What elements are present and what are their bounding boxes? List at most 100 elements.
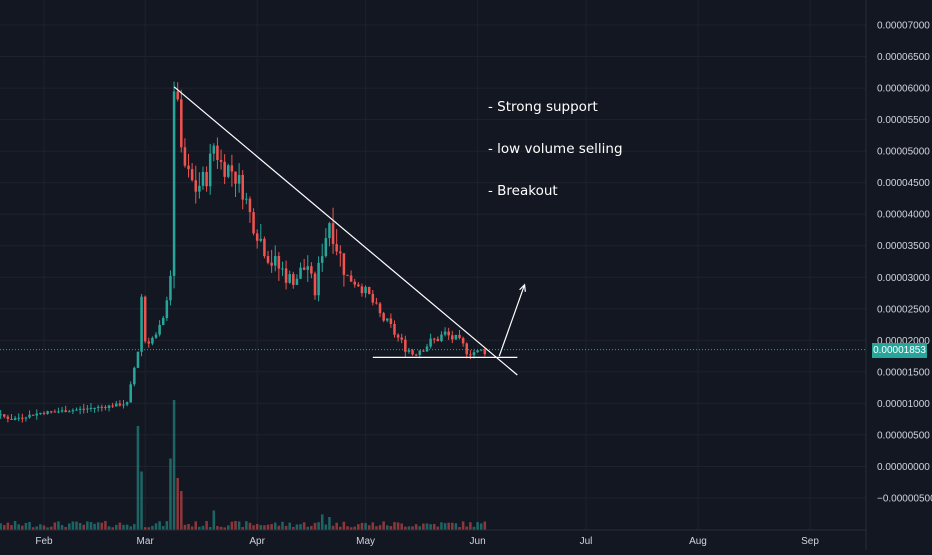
volume-bar [353, 526, 357, 530]
volume-bar [172, 400, 176, 530]
candle-body [125, 402, 129, 405]
volume-bar [198, 526, 201, 530]
candle-body [104, 406, 107, 408]
annotation-line-2: - low volume selling [488, 141, 623, 157]
candle-body [476, 350, 479, 353]
candle-body [472, 352, 476, 356]
candle-body [396, 334, 400, 338]
candle-body [277, 256, 281, 269]
candle-body [237, 174, 241, 184]
candle-body [183, 147, 187, 166]
volume-bar [436, 526, 440, 530]
volume-bar [382, 521, 385, 530]
volume-bar [425, 523, 429, 530]
volume-bar [24, 522, 28, 530]
candle-body [458, 334, 461, 339]
candle-body [281, 268, 284, 270]
volume-bar [310, 525, 313, 530]
candle-body [140, 296, 143, 352]
volume-bar [39, 524, 42, 530]
volume-bar [331, 525, 335, 530]
candle-body [295, 278, 299, 285]
volume-bar [389, 526, 393, 530]
volume-bar [454, 523, 458, 530]
candle-body [382, 313, 385, 321]
volume-bar [49, 526, 53, 530]
volume-bar [194, 521, 198, 530]
candle-body [252, 212, 255, 234]
candle-body [194, 180, 198, 192]
volume-bar [266, 524, 270, 530]
y-tick-label: −0.00000500 [877, 494, 932, 505]
candle-body [6, 416, 10, 419]
volume-bar [367, 525, 371, 530]
volume-bar [349, 527, 353, 530]
candle-body [75, 409, 78, 411]
candle-body [42, 412, 46, 414]
volume-bar [86, 521, 89, 530]
candle-body [255, 233, 259, 241]
volume-bar [114, 524, 118, 530]
volume-bar [118, 522, 122, 530]
volume-bar [6, 522, 10, 530]
candle-body [31, 414, 35, 416]
volume-bar [129, 526, 132, 530]
candle-body [404, 339, 407, 352]
volume-bar [317, 522, 320, 530]
candle-body [154, 334, 158, 338]
x-tick-label: May [356, 536, 375, 547]
candle-body [335, 244, 338, 252]
volume-bar [281, 521, 284, 530]
candle-body [259, 238, 263, 241]
candle-body [414, 354, 418, 356]
volume-bar [151, 525, 154, 530]
candle-body [422, 350, 425, 352]
volume-bar [404, 526, 407, 530]
candle-body [440, 334, 443, 342]
volume-bar [393, 522, 396, 530]
candle-body [273, 256, 277, 266]
volume-bar [13, 520, 17, 530]
candle-body [107, 405, 111, 408]
volume-bar [375, 526, 378, 530]
candle-body [151, 337, 154, 344]
candle-body [17, 417, 20, 419]
volume-bar [187, 523, 190, 530]
volume-bar [208, 527, 212, 530]
x-tick-label: Jun [470, 536, 486, 547]
candle-body [284, 268, 288, 283]
volume-bar [245, 521, 248, 530]
volume-bar [472, 526, 476, 530]
candle-body [234, 171, 237, 184]
volume-bar [17, 524, 20, 530]
volume-bar [46, 527, 49, 530]
volume-bar [299, 524, 302, 530]
candle-body [39, 412, 42, 414]
candle-body [24, 417, 28, 419]
volume-bar [252, 525, 255, 530]
candle-body [407, 350, 411, 352]
candle-body [357, 284, 360, 287]
volume-bar [407, 526, 411, 530]
y-tick-label: 0.00007000 [877, 21, 930, 32]
candle-body [317, 262, 320, 296]
candle-body [100, 406, 104, 408]
volume-bar [414, 524, 418, 530]
chart-annotation: - Strong support - low volume selling - … [488, 72, 623, 212]
volume-bar [111, 527, 114, 530]
candle-body [96, 406, 100, 408]
volume-bar [458, 527, 461, 530]
candle-body [461, 338, 465, 344]
candle-body [78, 408, 82, 410]
candle-body [425, 346, 429, 352]
annotation-line-1: - Strong support [488, 99, 598, 115]
volume-bar [133, 524, 136, 530]
candle-body [219, 159, 223, 162]
candle-body [216, 145, 219, 160]
trendline [173, 86, 518, 376]
candle-body [378, 303, 382, 314]
volume-bar [183, 524, 187, 530]
volume-bar [360, 522, 364, 530]
